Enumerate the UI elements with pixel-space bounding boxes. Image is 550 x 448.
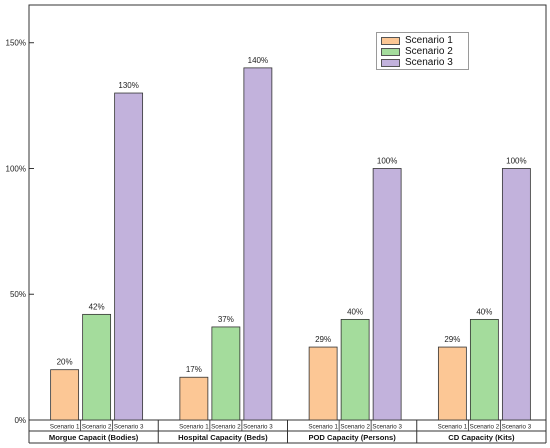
bar-category-label: Scenario 3: [243, 424, 273, 431]
legend-label-scenario-2: Scenario 2: [405, 46, 453, 57]
group-label: CD Capacity (Kits): [448, 433, 515, 442]
legend-item-scenario-2: Scenario 2: [381, 46, 468, 57]
bar-category-label: Scenario 3: [372, 424, 402, 431]
y-tick-label: 0%: [14, 416, 26, 425]
legend-item-scenario-3: Scenario 3: [381, 57, 468, 68]
bar-category-label: Scenario 2: [470, 424, 500, 431]
bar-category-label: Scenario 1: [438, 424, 468, 431]
data-label: 40%: [476, 307, 492, 316]
data-label: 40%: [347, 307, 363, 316]
bar-1-3: [114, 92, 144, 421]
bar-1-2: [82, 313, 112, 421]
bar-4-2: [469, 318, 499, 421]
data-label: 29%: [315, 335, 331, 344]
y-tick-label: 50%: [10, 290, 26, 299]
data-label: 140%: [248, 56, 268, 65]
legend-label-scenario-1: Scenario 1: [405, 35, 453, 46]
legend-swatch-scenario-3: [381, 58, 400, 67]
y-tick-label: 100%: [6, 164, 26, 173]
data-label: 42%: [89, 302, 105, 311]
legend-swatch-scenario-2: [381, 47, 400, 56]
y-tick-label: 150%: [6, 39, 26, 48]
bar-category-label: Scenario 1: [179, 424, 209, 431]
bar-4-3: [501, 168, 531, 421]
legend-item-scenario-1: Scenario 1: [381, 35, 468, 46]
legend-label-scenario-3: Scenario 3: [405, 57, 453, 68]
group-label: Hospital Capacity (Beds): [178, 433, 268, 442]
bar-3-3: [372, 168, 402, 421]
bar-category-label: Scenario 3: [114, 424, 144, 431]
data-label: 37%: [218, 315, 234, 324]
bar-4-1: [437, 346, 467, 421]
chart-legend: Scenario 1 Scenario 2 Scenario 3: [376, 32, 469, 70]
data-label: 100%: [377, 156, 397, 165]
bar-category-label: Scenario 1: [50, 424, 80, 431]
bar-category-label: Scenario 2: [211, 424, 241, 431]
data-label: 100%: [506, 156, 526, 165]
data-label: 29%: [444, 335, 460, 344]
bar-category-label: Scenario 1: [308, 424, 338, 431]
bar-2-2: [211, 326, 241, 421]
data-label: 17%: [186, 365, 202, 374]
legend-swatch-scenario-1: [381, 36, 400, 45]
bar-2-3: [243, 67, 273, 421]
bar-category-label: Scenario 2: [82, 424, 112, 431]
data-label: 130%: [118, 81, 138, 90]
bar-category-label: Scenario 3: [502, 424, 532, 431]
bar-2-1: [179, 376, 209, 421]
bar-1-1: [50, 369, 80, 421]
bar-3-2: [340, 318, 370, 421]
data-label: 20%: [57, 358, 73, 367]
group-label: Morgue Capacit (Bodies): [49, 433, 139, 442]
bar-category-label: Scenario 2: [340, 424, 370, 431]
bar-3-1: [308, 346, 338, 421]
group-label: POD Capacity (Persons): [308, 433, 396, 442]
